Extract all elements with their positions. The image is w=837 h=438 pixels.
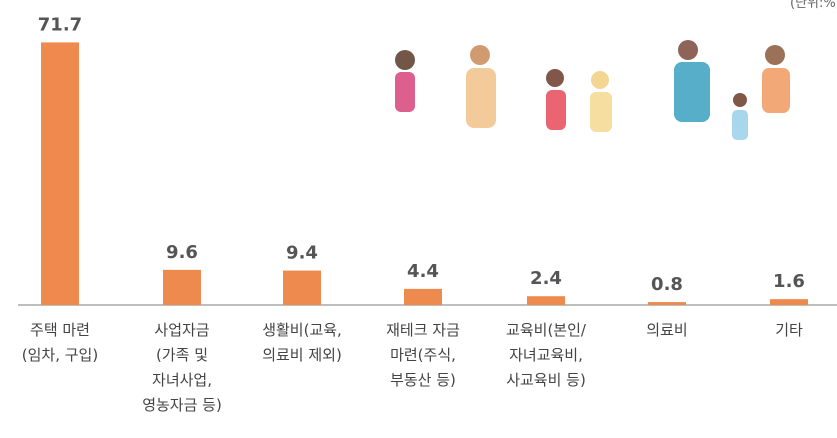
category-label: 사업자금 (가족 및 자녀사업, 영농자금 등) [122,318,242,418]
category-label: 주택 마련 (임차, 구입) [0,318,120,368]
unit-note: (단위:%) [790,0,837,11]
bar [283,271,321,305]
value-label: 4.4 [407,261,439,282]
value-label: 71.7 [38,14,82,35]
chart: 71.7 9.6 9.4 4.4 2.4 0.8 1.6 (단위:%) 주택 마련 (임차,… [0,0,837,438]
bar [41,42,79,305]
bar [648,302,686,305]
category-label: 생활비(교육, 의료비 제외) [242,318,362,368]
illustration [395,40,790,140]
value-label: 1.6 [773,271,805,292]
category-label: 기타 [729,318,837,343]
category-label: 교육비(본인/ 자녀교육비, 사교육비 등) [486,318,606,393]
value-label: 2.4 [530,268,562,289]
bar [163,270,201,305]
value-label: 9.6 [166,242,198,263]
bar [527,296,565,305]
bar [770,299,808,305]
category-label: 의료비 [607,318,727,343]
value-label: 0.8 [651,274,683,295]
value-label: 9.4 [286,243,318,264]
category-label: 재테크 자금 마련(주식, 부동산 등) [363,318,483,393]
bar [404,289,442,305]
